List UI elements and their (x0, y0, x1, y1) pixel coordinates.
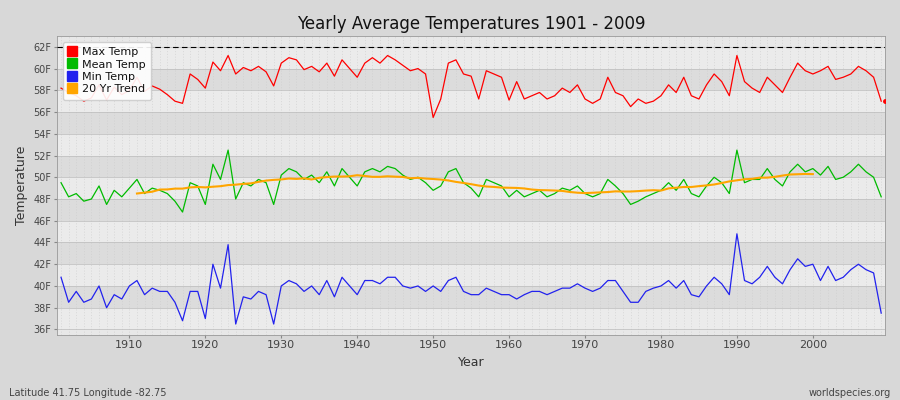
Bar (58, 242, 885, 264)
Text: worldspecies.org: worldspecies.org (809, 388, 891, 398)
Bar (58, 90, 885, 112)
Bar (58, 68, 885, 90)
Bar (58, 177, 885, 199)
Title: Yearly Average Temperatures 1901 - 2009: Yearly Average Temperatures 1901 - 2009 (297, 15, 645, 33)
Bar (58, 308, 885, 330)
Bar (58, 264, 885, 286)
Bar (58, 156, 885, 177)
Legend: Max Temp, Mean Temp, Min Temp, 20 Yr Trend: Max Temp, Mean Temp, Min Temp, 20 Yr Tre… (63, 42, 151, 100)
Y-axis label: Temperature: Temperature (15, 146, 28, 225)
Bar (58, 199, 885, 221)
Bar (58, 134, 885, 156)
Text: Latitude 41.75 Longitude -82.75: Latitude 41.75 Longitude -82.75 (9, 388, 166, 398)
Bar (58, 286, 885, 308)
X-axis label: Year: Year (458, 356, 484, 369)
Bar (58, 47, 885, 68)
Bar (58, 221, 885, 242)
Bar (58, 112, 885, 134)
